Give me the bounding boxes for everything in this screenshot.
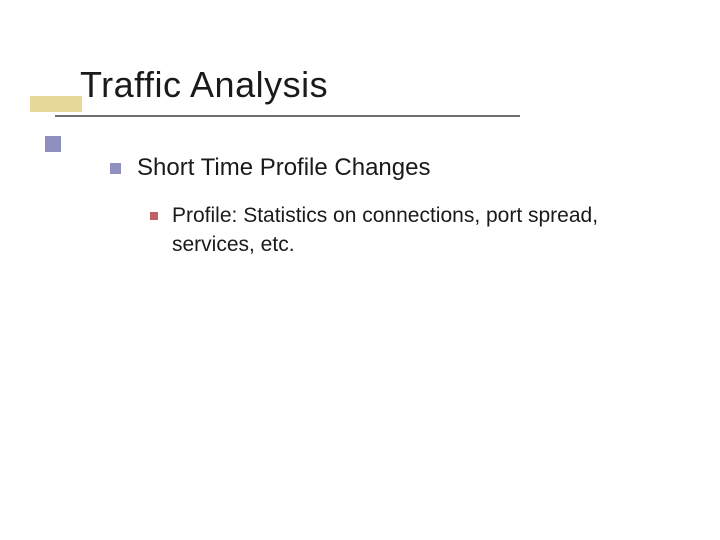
deco-square (45, 136, 61, 152)
bullet-level1: Short Time Profile Changes (110, 152, 670, 184)
title-underline (55, 115, 520, 117)
slide-title: Traffic Analysis (80, 64, 328, 106)
deco-bar-top (30, 96, 82, 112)
slide-body: Short Time Profile Changes Profile: Stat… (110, 152, 670, 259)
level2-text: Profile: Statistics on connections, port… (172, 202, 670, 259)
level1-text: Short Time Profile Changes (137, 152, 430, 184)
bullet-level2: Profile: Statistics on connections, port… (150, 202, 670, 259)
square-bullet-icon (150, 212, 158, 220)
square-bullet-icon (110, 163, 121, 174)
